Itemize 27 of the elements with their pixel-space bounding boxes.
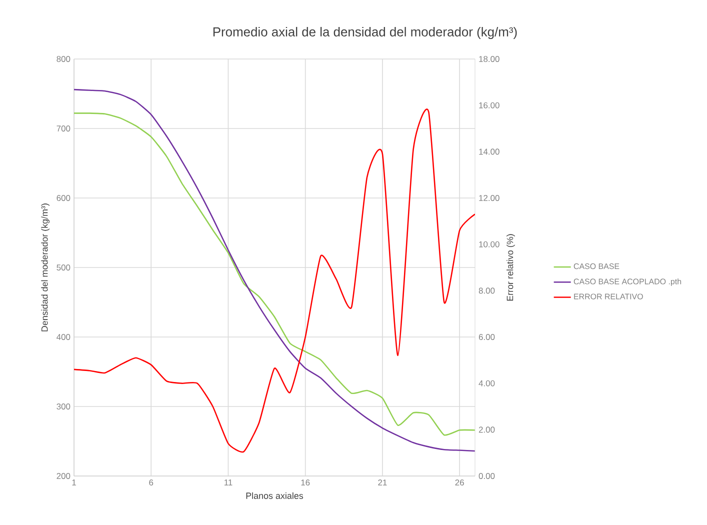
y2-tick-label: 18.00 [479,56,500,62]
x-tick-label: 21 [378,480,387,486]
y-tick-label: 700 [56,126,70,132]
x-tick-label: 11 [224,480,232,486]
y-tick-label: 300 [56,404,70,410]
y2-tick-label: 10.00 [479,241,500,248]
y2-tick-label: 8.00 [478,288,495,294]
x-tick-label: 6 [149,480,154,486]
x-axis-title: Planos axiales [246,492,304,499]
y2-tick-label: 16.00 [479,102,500,108]
y2-axis-title: Error relativo (%) [506,234,515,301]
x-tick-label: 16 [301,480,310,486]
y2-tick-label: 0.00 [478,473,495,479]
y-tick-label: 400 [56,334,70,340]
chart-title: Promedio axial de la densidad del moderador (kg/m³) [213,26,517,40]
y-axis-title: Densidad del moderador (kg/m³) [41,204,50,332]
x-tick-label: 1 [72,480,76,486]
y2-tick-label: 4.00 [478,380,495,386]
y-tick-label: 200 [56,473,70,479]
y2-tick-label: 14.00 [479,148,500,155]
y2-tick-label: 6.00 [478,334,495,340]
y-tick-label: 500 [56,264,70,270]
y2-tick-label: 12.00 [479,195,500,201]
y-tick-label: 800 [56,56,70,62]
x-tick-label: 26 [455,480,464,486]
y2-tick-label: 2.00 [478,426,495,433]
y-tick-label: 600 [56,195,70,201]
